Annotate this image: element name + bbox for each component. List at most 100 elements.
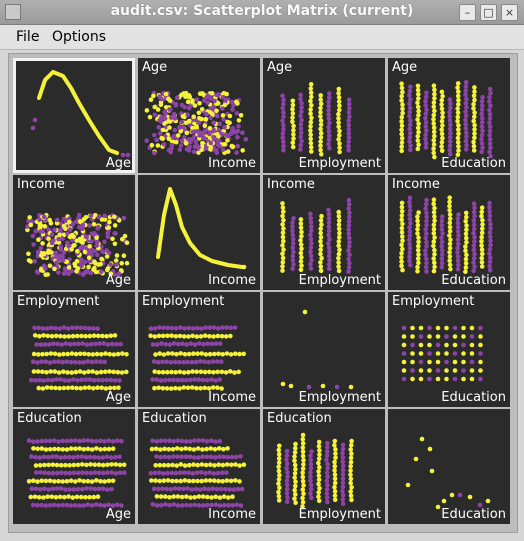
plot-point	[124, 369, 129, 375]
matrix-cell[interactable]: Employment Age	[13, 292, 135, 407]
plot-point	[488, 234, 493, 239]
plot-point	[156, 359, 161, 365]
minimize-icon[interactable]: –	[459, 4, 476, 21]
plot-point	[298, 259, 304, 264]
plot-point	[72, 263, 78, 268]
plot-point	[75, 486, 81, 492]
menu-file[interactable]: File	[16, 29, 40, 45]
matrix-cell[interactable]: Education Age	[13, 409, 135, 524]
plot-point	[91, 222, 97, 227]
plot-point	[327, 237, 332, 242]
plot-point	[455, 81, 461, 86]
plot-point	[177, 333, 183, 339]
plot-point	[64, 447, 70, 452]
matrix-cell[interactable]: Income Employment	[263, 175, 385, 290]
plot-point	[300, 466, 306, 471]
menu-options[interactable]: Options	[52, 29, 107, 45]
plot-point	[308, 491, 313, 496]
plot-point	[67, 227, 73, 232]
plot-point	[309, 228, 314, 233]
x-variable-label: Income	[208, 390, 256, 405]
matrix-cell[interactable]: Income Education	[388, 175, 510, 290]
plot-point	[166, 147, 172, 153]
matrix-cell[interactable]: Age	[13, 58, 135, 173]
plot-point	[232, 325, 238, 330]
window-menu-icon[interactable]	[5, 4, 21, 20]
plot-point	[192, 502, 198, 508]
plot-point	[285, 470, 290, 475]
close-icon[interactable]: ×	[501, 4, 518, 21]
plot-point	[163, 91, 169, 97]
plot-point	[292, 462, 298, 468]
plot-point	[472, 135, 477, 141]
plot-point	[38, 342, 44, 347]
plot-point	[174, 95, 180, 101]
plot-point	[276, 447, 282, 453]
plot-point	[448, 130, 453, 136]
plot-point	[326, 232, 331, 238]
plot-point	[179, 138, 185, 144]
plot-point	[293, 445, 298, 451]
plot-point	[220, 94, 226, 100]
plot-point	[86, 264, 91, 270]
plot-point	[455, 216, 461, 222]
matrix-cell[interactable]: Education	[388, 409, 510, 524]
plot-point	[439, 227, 445, 232]
plot-point	[220, 147, 226, 152]
matrix-cell[interactable]: Employment Education	[388, 292, 510, 407]
matrix-cell[interactable]: Income Age	[13, 175, 135, 290]
plot-point	[471, 247, 477, 253]
plot-point	[60, 479, 65, 484]
plot-point	[401, 351, 407, 356]
plot-point	[181, 486, 186, 492]
plot-point	[337, 230, 342, 236]
title-bar[interactable]: audit.csv: Scatterplot Matrix (current) …	[0, 0, 524, 25]
matrix-cell[interactable]: Age Employment	[263, 58, 385, 173]
plot-point	[452, 325, 458, 331]
matrix-cell[interactable]: Education Employment	[263, 409, 385, 524]
plot-point	[34, 342, 39, 347]
matrix-cell[interactable]: Age Income	[138, 58, 260, 173]
matrix-cell[interactable]: Employment Income	[138, 292, 260, 407]
plot-point	[400, 246, 405, 252]
plot-point	[447, 135, 453, 140]
plot-point	[423, 98, 428, 104]
plot-point	[284, 499, 290, 504]
plot-point	[41, 378, 47, 383]
plot-point	[47, 263, 53, 268]
plot-point	[188, 377, 193, 383]
plot-point	[98, 369, 104, 375]
plot-point	[124, 240, 130, 245]
plot-point	[188, 495, 193, 500]
plot-point	[410, 359, 415, 365]
plot-point	[431, 83, 437, 88]
matrix-cell[interactable]: Education Income	[138, 409, 260, 524]
plot-point	[163, 342, 168, 347]
plot-point	[63, 462, 68, 468]
plot-point	[439, 235, 444, 241]
plot-point	[74, 268, 79, 274]
plot-point	[180, 114, 186, 119]
matrix-cell[interactable]: Employment	[263, 292, 385, 407]
plot-point	[37, 463, 43, 468]
plot-point	[471, 93, 477, 99]
plot-point	[99, 385, 104, 391]
matrix-cell[interactable]: Income	[138, 175, 260, 290]
plot-point	[49, 377, 55, 383]
plot-point	[463, 269, 468, 274]
plot-point	[431, 256, 436, 261]
plot-point	[98, 502, 103, 508]
plot-point	[210, 486, 216, 491]
plot-point	[210, 359, 216, 364]
plot-point	[418, 342, 424, 348]
matrix-cell[interactable]: Age Education	[388, 58, 510, 173]
plot-point	[100, 333, 105, 339]
plot-point	[163, 494, 168, 499]
plot-point	[464, 235, 469, 241]
plot-point	[207, 334, 212, 339]
maximize-icon[interactable]: □	[480, 4, 497, 21]
plot-point	[298, 134, 303, 140]
plot-point	[334, 384, 340, 390]
plot-point	[280, 264, 285, 269]
plot-point	[348, 468, 353, 473]
